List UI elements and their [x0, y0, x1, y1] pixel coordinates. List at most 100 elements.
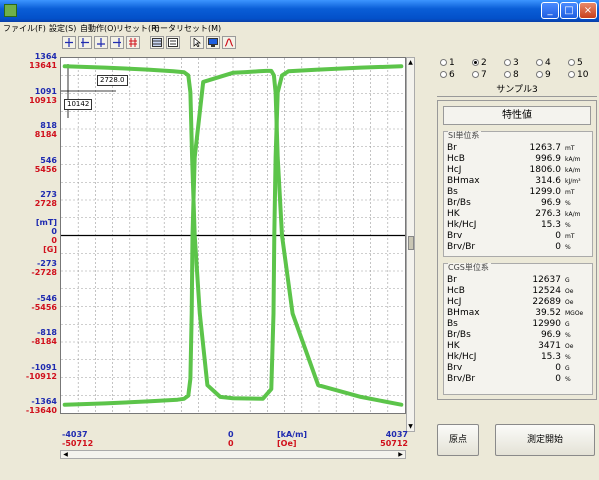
x-axis-unit-label: [kA/m] [Oe] — [277, 430, 308, 448]
characteristic-value: 12990 — [532, 319, 561, 329]
sample-radio-4[interactable]: 4 — [536, 58, 551, 68]
radio-dot-icon[interactable] — [472, 59, 479, 66]
y-scale-label: 546 5456 — [34, 155, 57, 174]
cursor-cross-down-icon[interactable] — [94, 36, 108, 49]
menu-settings[interactable]: 設定(S) — [49, 24, 77, 33]
display-icon[interactable] — [206, 36, 220, 49]
radio-dot-icon[interactable] — [472, 71, 479, 78]
characteristic-row: Br 1263.7 mT — [447, 143, 591, 153]
characteristic-row: Brv/Br 0% — [447, 374, 591, 384]
characteristic-value: 276.3 — [535, 209, 561, 219]
characteristic-name: BHmax — [447, 176, 480, 186]
characteristic-row: Hk/HcJ 15.3% — [447, 352, 591, 362]
characteristic-value: 314.6 — [535, 176, 561, 186]
characteristic-row: HcJ 1806.0 kA/m — [447, 165, 591, 175]
scroll-right-icon[interactable]: ▶ — [398, 451, 403, 458]
cursor-x-readout: 10142 — [64, 99, 93, 110]
sample-radio-10[interactable]: 10 — [568, 70, 588, 80]
characteristic-unit: % — [565, 376, 571, 383]
characteristic-unit: kA/m — [565, 211, 581, 218]
characteristic-name: HcB — [447, 154, 465, 164]
start-measurement-button[interactable]: 測定開始 — [495, 424, 595, 456]
characteristic-name: Brv/Br — [447, 374, 476, 384]
radio-dot-icon[interactable] — [504, 59, 511, 66]
radio-dot-icon[interactable] — [440, 59, 447, 66]
y-scale-label: 273 2728 — [34, 190, 57, 208]
curve-icon[interactable] — [222, 36, 236, 49]
list-icon[interactable] — [166, 36, 180, 49]
characteristics-panel: 特性値 SI単位系 Br 1263.7 mT HcB 996.9 kA/m HcJ 1806.… — [437, 100, 597, 400]
scroll-left-icon[interactable]: ◀ — [63, 451, 68, 458]
characteristic-value: 0 — [555, 374, 561, 384]
characteristic-value: 0 — [555, 363, 561, 373]
radio-label: 10 — [577, 70, 589, 80]
scroll-down-icon[interactable]: ▼ — [408, 423, 413, 430]
y-scale-label: -1091 -10912 — [25, 362, 57, 381]
sample-radio-2[interactable]: 2 — [472, 58, 487, 68]
radio-dot-icon[interactable] — [536, 59, 543, 66]
characteristic-row: HcB 12524 Oe — [447, 286, 591, 296]
y-scale-label: -273 -2728 — [31, 259, 57, 277]
si-unit-group: SI単位系 Br 1263.7 mT HcB 996.9 kA/m HcJ 1806.0 kA/… — [443, 131, 593, 257]
hysteresis-series-line-0 — [62, 68, 404, 407]
horizontal-scrollbar[interactable]: ◀ ▶ — [60, 450, 406, 459]
sample-radio-8[interactable]: 8 — [504, 70, 519, 80]
vertical-scrollbar[interactable]: ▲ ▼ — [406, 57, 415, 432]
vertical-scroll-thumb[interactable] — [408, 236, 414, 250]
characteristic-value: 15.3 — [540, 352, 561, 362]
close-button[interactable]: × — [579, 2, 597, 19]
menu-file[interactable]: ファイル(F) — [3, 24, 46, 33]
radio-dot-icon[interactable] — [440, 71, 447, 78]
characteristic-name: Brv/Br — [447, 242, 476, 252]
radio-label: 1 — [449, 58, 455, 68]
scroll-up-icon[interactable]: ▲ — [408, 59, 413, 66]
pointer-icon[interactable] — [190, 36, 204, 49]
table-icon[interactable] — [150, 36, 164, 49]
characteristic-unit: kJ/m³ — [565, 178, 581, 185]
characteristic-name: HcJ — [447, 297, 462, 307]
sample-radio-9[interactable]: 9 — [536, 70, 551, 80]
characteristic-unit: kA/m — [565, 156, 581, 163]
y-scale-label: 1364 13641 — [29, 52, 57, 70]
sample-radio-5[interactable]: 5 — [568, 58, 583, 68]
radio-dot-icon[interactable] — [568, 71, 575, 78]
sample-radio-7[interactable]: 7 — [472, 70, 487, 80]
menu-reset[interactable]: リセット(R) — [116, 24, 160, 33]
characteristic-value: 1806.0 — [529, 165, 562, 175]
characteristic-name: HcB — [447, 286, 465, 296]
y-scale-label: [mT] 0 0 [G] — [35, 217, 57, 254]
characteristic-unit: kA/m — [565, 167, 581, 174]
radio-dot-icon[interactable] — [504, 71, 511, 78]
menu-auto[interactable]: 自動作(O) — [80, 24, 117, 33]
cursor-cross-left-icon[interactable] — [78, 36, 92, 49]
characteristic-row: HcJ 22689 Oe — [447, 297, 591, 307]
characteristic-value: 1263.7 — [529, 143, 562, 153]
si-group-title: SI単位系 — [448, 131, 482, 141]
grid-red-icon[interactable] — [126, 36, 140, 49]
menu-motor-reset[interactable]: モータリセット(M) — [152, 24, 222, 33]
characteristic-unit: G — [565, 365, 570, 372]
sample-radio-6[interactable]: 6 — [440, 70, 455, 80]
sample-radio-3[interactable]: 3 — [504, 58, 519, 68]
cursor-cross-icon[interactable] — [62, 36, 76, 49]
origin-button[interactable]: 原点 — [437, 424, 479, 456]
characteristic-unit: % — [565, 354, 571, 361]
minimize-button[interactable]: _ — [541, 2, 559, 19]
radio-label: 2 — [481, 58, 487, 68]
radio-label: 6 — [449, 70, 455, 80]
sample-radio-1[interactable]: 1 — [440, 58, 455, 68]
characteristic-unit: MGOe — [565, 310, 584, 317]
characteristic-value: 0 — [555, 231, 561, 241]
cursor-cross-right-icon[interactable] — [110, 36, 124, 49]
characteristic-name: HK — [447, 209, 460, 219]
characteristic-name: Br — [447, 275, 457, 285]
characteristic-unit: % — [565, 200, 571, 207]
characteristic-unit: mT — [565, 145, 575, 152]
sample-radio-group: 1 2 3 4 5 6 7 8 9 10 — [437, 57, 597, 81]
toolbar — [0, 35, 420, 51]
radio-dot-icon[interactable] — [536, 71, 543, 78]
radio-dot-icon[interactable] — [568, 59, 575, 66]
maximize-button[interactable]: □ — [560, 2, 578, 19]
hysteresis-plot: 2728.0 10142 — [60, 57, 406, 414]
characteristic-unit: G — [565, 277, 570, 284]
